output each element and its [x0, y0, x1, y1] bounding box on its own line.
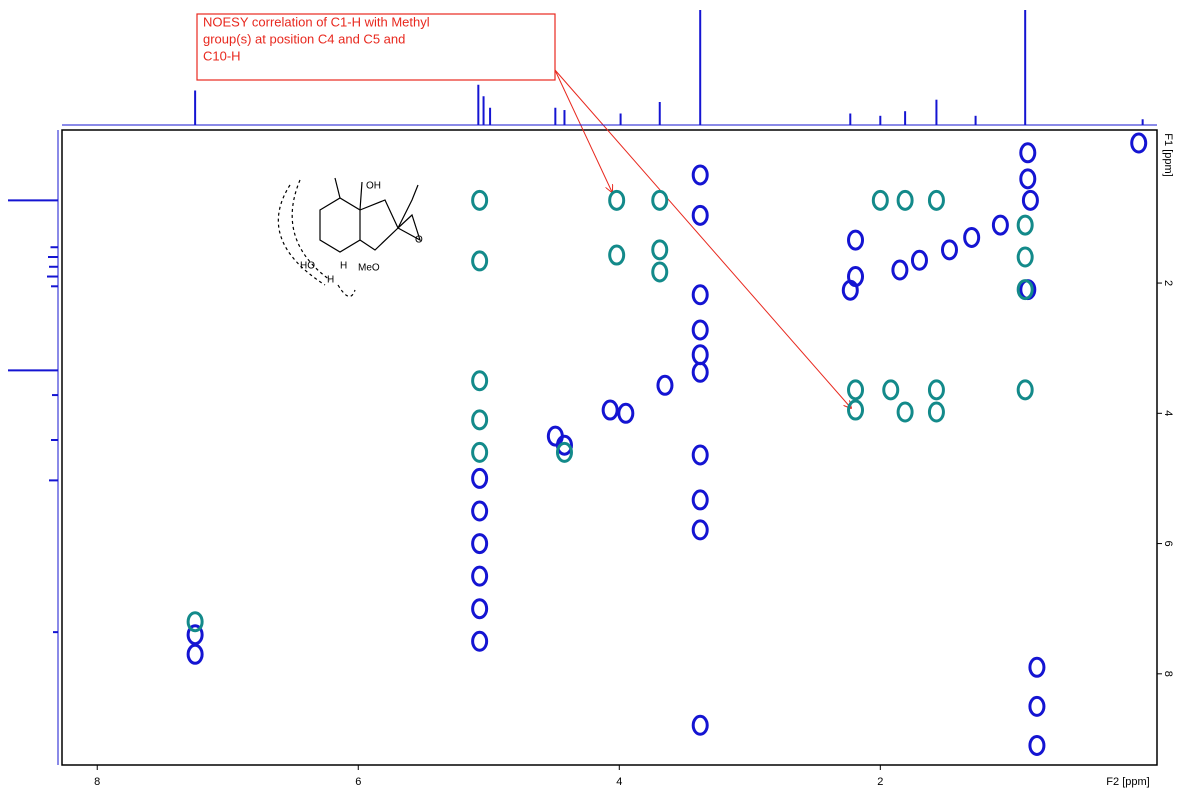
cross-peak: [871, 189, 889, 211]
cross-peak: [847, 266, 865, 288]
cross-peak: [471, 467, 489, 489]
cross-peak: [691, 444, 709, 466]
x-tick-label: 6: [355, 776, 361, 788]
cross-peak: [471, 598, 489, 620]
cross-peak: [471, 370, 489, 392]
structure-label: H: [327, 275, 334, 286]
cross-peak: [847, 229, 865, 251]
cross-peak: [471, 630, 489, 652]
cross-peak: [691, 344, 709, 366]
cross-peak: [691, 489, 709, 511]
cross-peak: [927, 379, 945, 401]
x-tick-label: 4: [616, 776, 622, 788]
cross-peak: [927, 401, 945, 423]
cross-peak: [1016, 214, 1034, 236]
structure-label: H: [340, 261, 347, 272]
cross-peak: [847, 399, 865, 421]
cross-peak: [940, 239, 958, 261]
cross-peak: [1028, 734, 1046, 756]
cross-peak: [691, 519, 709, 541]
cross-peak: [847, 379, 865, 401]
cross-peak: [608, 244, 626, 266]
cross-peak: [471, 441, 489, 463]
y-tick-label: 6: [1162, 541, 1174, 547]
cross-peak: [991, 214, 1009, 236]
cross-peak: [1028, 695, 1046, 717]
structure: [277, 177, 422, 297]
y-axis-label: F1 [ppm]: [1162, 133, 1174, 176]
annotation-line: NOESY correlation of C1-H with Methyl: [203, 15, 430, 30]
plot-frame: [61, 129, 1158, 766]
cross-peak: [617, 402, 635, 424]
cross-peak: [691, 714, 709, 736]
cross-peak: [882, 379, 900, 401]
cross-peak: [963, 226, 981, 248]
cross-peak: [471, 250, 489, 272]
cross-peak: [891, 259, 909, 281]
annotation-box: [196, 13, 556, 81]
cross-peak: [651, 239, 669, 261]
cross-peak: [471, 189, 489, 211]
cross-peak: [186, 611, 204, 633]
cross-peak: [651, 189, 669, 211]
cross-peak: [1021, 189, 1039, 211]
x-axis-label: F2 [ppm]: [1106, 776, 1149, 788]
cross-peak: [1016, 279, 1034, 301]
cross-peak: [546, 425, 564, 447]
y-tick-label: 8: [1162, 671, 1174, 677]
cross-peak: [471, 409, 489, 431]
cross-peak: [656, 374, 674, 396]
cross-peak: [1028, 656, 1046, 678]
structure-label: OH: [366, 181, 381, 192]
annotation-arrow: [554, 69, 851, 408]
cross-peak: [186, 643, 204, 665]
cross-peak: [691, 361, 709, 383]
cross-peak: [1019, 168, 1037, 190]
cross-peak: [691, 319, 709, 341]
cross-peak: [555, 441, 573, 463]
cross-peak: [608, 189, 626, 211]
annotation-line: C10-H: [203, 49, 241, 64]
cross-peak: [1130, 132, 1148, 154]
cross-peak: [471, 500, 489, 522]
x-tick-label: 2: [877, 776, 883, 788]
cross-peak: [651, 261, 669, 283]
x-tick-label: 8: [94, 776, 100, 788]
annotation-arrow: [554, 69, 612, 192]
cross-peak: [927, 189, 945, 211]
cross-peak: [471, 565, 489, 587]
cross-peak: [1019, 142, 1037, 164]
cross-peak: [601, 399, 619, 421]
cross-peak: [691, 164, 709, 186]
cross-peak: [1016, 246, 1034, 268]
cross-peak: [910, 249, 928, 271]
cross-peak: [896, 189, 914, 211]
structure-label: HO: [300, 261, 315, 272]
structure-label: O: [415, 235, 423, 246]
cross-peak: [186, 624, 204, 646]
y-tick-label: 4: [1162, 410, 1174, 416]
y-tick-label: 2: [1162, 280, 1174, 286]
structure-label: MeO: [358, 263, 380, 274]
cross-peak: [691, 204, 709, 226]
annotation-line: group(s) at position C4 and C5 and: [203, 32, 405, 47]
cross-peak: [1016, 379, 1034, 401]
cross-peak: [691, 284, 709, 306]
cross-peak: [896, 401, 914, 423]
cross-peak: [471, 533, 489, 555]
